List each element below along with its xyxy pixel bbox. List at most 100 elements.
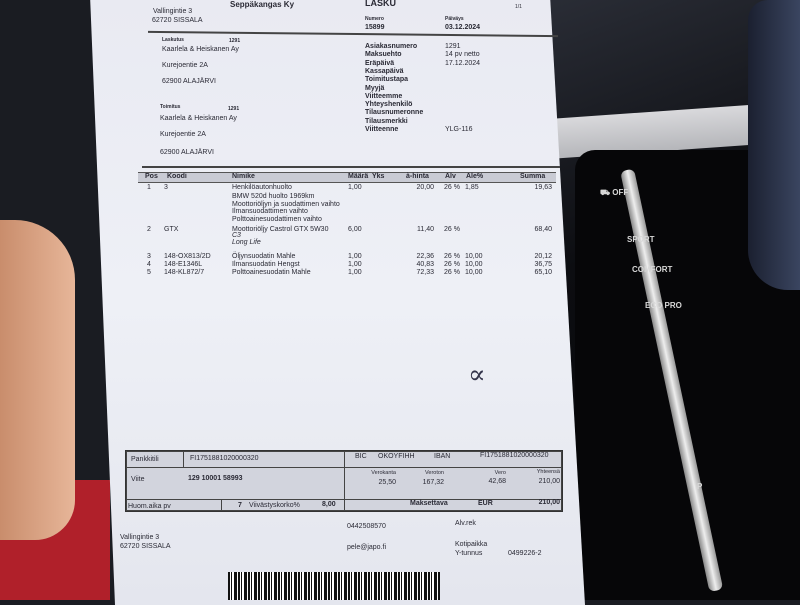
traction-off-button: ⛟ OFF: [600, 188, 629, 197]
bic: OKOYFIHH: [378, 453, 415, 460]
currency: EUR: [478, 500, 493, 507]
footer-vat-reg: Alv.rek: [455, 520, 476, 527]
sender-name: Seppäkangas Ky: [230, 0, 295, 9]
table-cell-price: 40,83: [416, 261, 434, 268]
table-cell-qty: 1,00: [348, 184, 362, 191]
sport-button: SPORT: [627, 235, 655, 244]
table-cell-qty: 1,00: [348, 261, 362, 268]
delivery-street: Kurejoentie 2A: [160, 131, 206, 138]
footer-email: pele@japo.fi: [347, 544, 387, 551]
park-assist-button: P: [697, 482, 703, 491]
table-cell-code: 148-OX813/2D: [164, 253, 211, 260]
table-cell-pos: 2: [147, 226, 151, 233]
table-cell-vat: 26 %: [444, 261, 460, 268]
info-label: Tilausmerkki: [365, 117, 408, 125]
invoice-date: 03.12.2024: [445, 24, 481, 31]
date-label: Päiväys: [445, 16, 464, 22]
billing-street: Kurejoentie 2A: [162, 62, 208, 69]
info-label: Myyjä: [365, 84, 385, 92]
table-cell-sum: 36,75: [534, 261, 552, 268]
info-label: Viitteemme: [365, 92, 403, 100]
item-note: Polttoainesuodattimen vaihto: [232, 215, 322, 223]
info-label: Kassapäivä: [365, 67, 404, 75]
table-cell-name: Henkilöautonhuolto: [232, 184, 292, 191]
tax-value: 42,68: [488, 478, 506, 485]
payable-label: Maksettava: [410, 500, 448, 507]
interest-label: Viivästyskorko%: [249, 502, 300, 509]
delivery-city: 62900 ALAJÄRVI: [160, 149, 214, 156]
info-label: Maksuehto: [365, 51, 402, 59]
footer-phone: 0442508570: [347, 523, 386, 530]
table-cell-price: 20,00: [416, 184, 434, 191]
table-header: [138, 172, 556, 183]
tax-header: Vero: [494, 470, 506, 476]
payable-amount: 210,00: [538, 499, 560, 506]
payable-cell: [344, 499, 562, 511]
handwritten-mark: ∝: [468, 360, 486, 390]
table-cell-price: 22,36: [416, 253, 434, 260]
iban-label: IBAN: [434, 453, 451, 460]
tax-value: 25,50: [378, 479, 396, 486]
table-cell-pos: 4: [147, 261, 151, 268]
sender-street: Vallingintie 3: [153, 8, 193, 15]
bic-label: BIC: [355, 453, 367, 460]
column-header: Koodi: [167, 173, 187, 180]
table-cell-sum: 19,63: [534, 184, 552, 191]
delivery-name: Kaarlela & Heiskanen Ay: [160, 115, 237, 122]
item-note: Long Life: [232, 239, 261, 246]
info-value: 14 pv netto: [445, 51, 480, 59]
billing-label: Laskutus: [162, 37, 184, 43]
billing-customer-no: 1291: [229, 38, 241, 44]
footer-street: Vallingintie 3: [120, 534, 160, 541]
account-number: FI1751881020000320: [190, 455, 259, 462]
billing-city: 62900 ALAJÄRVI: [162, 78, 216, 85]
table-cell-qty: 6,00: [348, 226, 362, 233]
table-cell-vat: 26 %: [444, 253, 460, 260]
tax-header: Veroton: [425, 470, 444, 476]
table-cell-pos: 5: [147, 269, 151, 276]
item-note: C3: [232, 232, 241, 239]
footer-city: 62720 SISSALA: [120, 543, 171, 550]
column-header: Summa: [520, 173, 546, 180]
number-label: Numero: [365, 16, 384, 22]
column-header: Nimike: [232, 173, 255, 180]
ref-label: Viite: [131, 476, 145, 483]
sender-city: 62720 SISSALA: [152, 17, 203, 24]
tax-value: 167,32: [422, 479, 444, 486]
table-cell-name: Öljynsuodatin Mahle: [232, 253, 296, 260]
delivery-label: Toimitus: [160, 104, 181, 110]
comfort-button: COMFORT: [632, 265, 673, 274]
table-cell-code: 148-KL872/7: [164, 269, 205, 276]
column-header: Ale%: [466, 173, 484, 180]
info-label: Toimitustapa: [365, 76, 409, 84]
table-cell-pos: 3: [147, 253, 151, 260]
notice-label: Huom.aika pv: [128, 503, 171, 510]
info-value: 1291: [445, 43, 461, 50]
ref-cell: [126, 467, 345, 500]
item-note: BMW 520d huolto 1969km: [232, 193, 315, 200]
billing-name: Kaarlela & Heiskanen Ay: [162, 46, 239, 53]
footer-business-id-label: Y-tunnus: [455, 550, 483, 557]
reference-number: 129 10001 58993: [188, 475, 243, 482]
doc-type: LASKU: [365, 0, 396, 8]
table-cell-disc: 10,00: [465, 269, 483, 276]
divider: [142, 166, 560, 168]
payment-box: [125, 450, 563, 512]
eco-pro-button: ECO PRO: [645, 301, 682, 310]
footer-business-id: 0499226-2: [508, 550, 542, 557]
table-cell-vat: 26 %: [444, 184, 460, 191]
delivery-customer-no: 1291: [228, 106, 240, 112]
iban: FI1751881020000320: [480, 452, 549, 459]
notice-days: 7: [238, 502, 242, 509]
table-cell-disc: 10,00: [465, 261, 483, 268]
interest-rate: 8,00: [322, 501, 336, 508]
column-header: à-hinta: [406, 173, 429, 180]
info-value: YLG-116: [445, 126, 473, 133]
column-header: Alv: [445, 173, 456, 180]
info-label: Viitteenne: [365, 126, 399, 133]
table-cell-code: 148-E1346L: [164, 261, 203, 268]
table-cell-code: GTX: [164, 226, 179, 233]
barcode: [228, 572, 440, 600]
table-cell-sum: 68,40: [534, 226, 552, 233]
page-number: 1/1: [515, 4, 522, 10]
